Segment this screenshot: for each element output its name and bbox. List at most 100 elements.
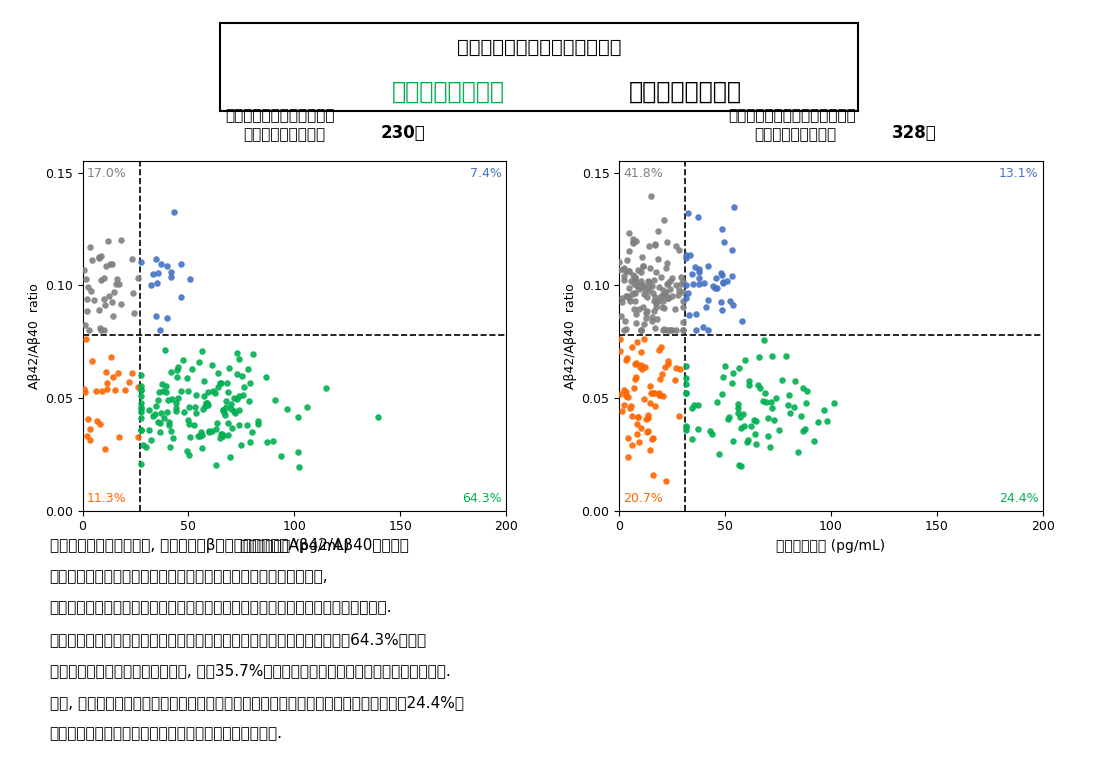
Point — [644, 311, 661, 323]
Point — [825, 397, 843, 409]
Point — [678, 372, 695, 385]
Point — [92, 324, 110, 336]
Point — [77, 333, 95, 346]
Point — [700, 294, 717, 306]
Point — [773, 374, 791, 386]
Point — [221, 451, 239, 463]
Point — [196, 400, 213, 412]
Point — [667, 303, 684, 315]
Point — [678, 424, 695, 436]
Point — [723, 270, 740, 283]
Point — [798, 397, 815, 409]
Point — [635, 301, 652, 313]
Point — [629, 411, 647, 423]
Point — [626, 278, 644, 290]
Point — [129, 272, 146, 284]
Point — [112, 234, 130, 247]
Point — [233, 369, 251, 382]
Point — [104, 310, 122, 323]
Point — [714, 276, 732, 288]
Point — [679, 207, 696, 219]
Point — [76, 264, 94, 276]
Point — [289, 410, 307, 422]
Point — [173, 385, 190, 397]
Point — [631, 275, 649, 287]
Point — [87, 385, 104, 397]
Text: 臨床的に診断された: 臨床的に診断された — [755, 127, 837, 142]
Point — [654, 294, 672, 306]
Point — [132, 369, 150, 381]
Point — [235, 381, 253, 393]
Point — [645, 432, 662, 444]
Point — [798, 385, 815, 397]
Point — [80, 324, 98, 336]
Text: 脳内にアルツハイマー病を有している（生物学的アルツハイマー病）と考えられる.: 脳内にアルツハイマー病を有している（生物学的アルツハイマー病）と考えられる. — [50, 601, 392, 616]
Text: 臨床的に診断された: 臨床的に診断された — [243, 127, 326, 142]
Point — [132, 396, 150, 409]
Point — [647, 266, 664, 279]
Point — [153, 377, 170, 389]
Text: 230例: 230例 — [381, 124, 426, 142]
Point — [619, 451, 637, 463]
Point — [759, 429, 777, 442]
Point — [82, 285, 100, 297]
Point — [110, 367, 128, 379]
Point — [208, 417, 226, 429]
Point — [152, 417, 169, 429]
Point — [638, 305, 656, 317]
Point — [691, 277, 708, 290]
Point — [739, 434, 757, 446]
Point — [222, 402, 240, 415]
Point — [97, 260, 114, 273]
Point — [747, 415, 764, 427]
Point — [632, 359, 650, 372]
Point — [720, 410, 738, 422]
Point — [94, 385, 111, 397]
Point — [762, 402, 780, 414]
Point — [244, 347, 262, 359]
Point — [663, 272, 681, 284]
Point — [628, 428, 646, 440]
Point — [660, 277, 678, 290]
Point — [154, 385, 172, 397]
Point — [624, 410, 641, 422]
Point — [623, 400, 640, 412]
Point — [653, 290, 671, 303]
Point — [196, 389, 213, 402]
Point — [200, 425, 218, 437]
Point — [204, 425, 221, 438]
Point — [651, 389, 669, 401]
Point — [132, 403, 150, 415]
Point — [659, 355, 676, 367]
Point — [650, 344, 668, 356]
Point — [646, 295, 663, 307]
Point — [618, 391, 636, 403]
Point — [740, 375, 758, 387]
Point — [660, 358, 678, 370]
Point — [626, 270, 644, 283]
Point — [147, 310, 165, 323]
Point — [815, 404, 833, 416]
Point — [639, 425, 657, 437]
Point — [168, 371, 186, 383]
Point — [674, 324, 692, 336]
Point — [211, 377, 229, 389]
Point — [160, 394, 177, 406]
Point — [624, 237, 641, 250]
Point — [649, 313, 667, 325]
Point — [123, 367, 141, 379]
Point — [742, 420, 760, 432]
Point — [678, 420, 695, 432]
Point — [243, 425, 261, 438]
Text: 生物学的アルツハイマー病であり, 残る35.7%はアルツハイマー病以外の誤診と考えられる.: 生物学的アルツハイマー病であり, 残る35.7%はアルツハイマー病以外の誤診と考… — [50, 664, 450, 679]
Point — [697, 301, 715, 313]
Point — [241, 377, 258, 389]
Point — [190, 356, 208, 368]
Point — [724, 299, 741, 311]
Point — [630, 283, 648, 295]
Point — [662, 324, 680, 336]
Point — [85, 293, 102, 306]
Point — [204, 359, 221, 372]
Y-axis label: Aβ42/Aβ40  ratio: Aβ42/Aβ40 ratio — [28, 283, 41, 389]
Point — [740, 379, 758, 392]
